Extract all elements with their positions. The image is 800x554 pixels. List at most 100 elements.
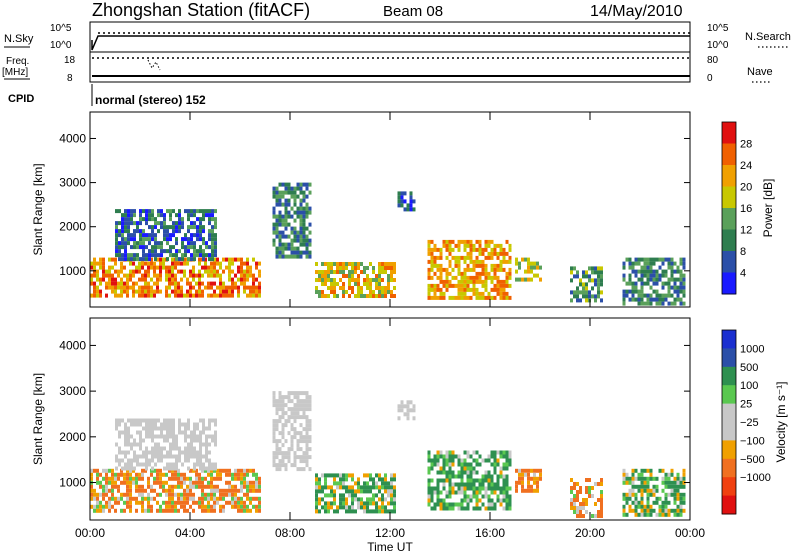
power-cell	[487, 271, 491, 276]
velocity-cell	[208, 458, 211, 463]
velocity-cell	[478, 486, 482, 491]
power-cell	[180, 285, 183, 290]
velocity-cell	[139, 422, 142, 427]
velocity-cell	[457, 502, 461, 507]
velocity-cell	[102, 508, 105, 513]
velocity-cell	[177, 484, 180, 489]
power-cell	[457, 279, 461, 284]
velocity-cell	[318, 485, 321, 490]
velocity-cell	[151, 438, 154, 443]
velocity-cell	[174, 500, 177, 505]
velocity-cell	[93, 468, 96, 473]
power-cell	[351, 262, 354, 266]
freq-tick-bottom: 8	[67, 73, 73, 84]
velocity-cell	[585, 478, 588, 482]
velocity-cell	[539, 476, 542, 481]
velocity-region-1	[115, 418, 217, 471]
velocity-cell	[156, 508, 159, 513]
power-cell	[114, 257, 117, 262]
velocity-cell	[646, 484, 650, 489]
power-cell	[484, 263, 488, 268]
velocity-region-0	[90, 468, 261, 513]
velocity-cell	[246, 468, 249, 473]
velocity-cell	[640, 508, 644, 513]
velocity-colorbar-segment	[722, 366, 736, 386]
power-cell	[132, 273, 135, 278]
power-cell	[442, 267, 446, 272]
power-cell	[154, 217, 157, 222]
velocity-cell	[208, 434, 211, 439]
velocity-colorbar-segment	[722, 348, 736, 368]
power-cell	[302, 214, 306, 219]
power-cell	[472, 267, 476, 272]
velocity-cell	[505, 490, 509, 495]
power-cell	[272, 222, 276, 227]
velocity-cell	[478, 506, 482, 511]
velocity-cell	[111, 496, 114, 501]
velocity-cell	[196, 434, 199, 439]
power-cell	[676, 277, 680, 282]
velocity-cell	[275, 407, 279, 412]
velocity-cell	[333, 481, 336, 486]
power-cell	[393, 262, 396, 266]
power-cell	[305, 194, 309, 199]
power-cell	[573, 294, 576, 299]
power-cell	[138, 285, 141, 290]
power-cell	[255, 285, 258, 290]
power-cell	[290, 250, 294, 255]
power-ytick-label: 2000	[59, 220, 86, 234]
power-cell	[144, 261, 147, 266]
power-cell	[124, 249, 127, 254]
power-cell	[457, 295, 461, 300]
power-cell	[484, 247, 488, 252]
velocity-cell	[174, 504, 177, 509]
power-cell	[649, 265, 653, 270]
velocity-cell	[275, 467, 279, 472]
velocity-cell	[345, 497, 348, 502]
velocity-cell	[527, 480, 530, 485]
velocity-cell	[130, 418, 133, 423]
power-cell	[515, 261, 518, 266]
power-cell	[90, 293, 93, 298]
power-cell	[628, 277, 632, 282]
velocity-cell	[463, 494, 467, 499]
power-cell	[670, 277, 674, 282]
velocity-cell	[375, 501, 378, 506]
power-cell	[163, 221, 166, 226]
power-cell	[591, 270, 594, 275]
power-cell	[327, 266, 330, 270]
velocity-cell	[124, 430, 127, 435]
power-region-8	[622, 257, 686, 306]
velocity-cell	[166, 430, 169, 435]
power-cell	[147, 293, 150, 298]
power-cell	[136, 253, 139, 258]
power-cell	[658, 265, 662, 270]
velocity-cell	[210, 472, 213, 477]
velocity-cell	[460, 502, 464, 507]
velocity-cell	[682, 500, 686, 505]
power-cell	[213, 265, 216, 270]
power-cell	[281, 250, 285, 255]
velocity-cell	[475, 498, 479, 503]
power-cell	[381, 290, 384, 294]
power-cell	[296, 250, 300, 255]
power-cell	[445, 283, 449, 288]
velocity-cell	[348, 509, 351, 514]
power-cell	[499, 251, 503, 256]
power-cell	[466, 251, 470, 256]
velocity-cell	[502, 486, 506, 491]
velocity-cell	[646, 468, 650, 473]
power-cell	[126, 277, 129, 282]
power-colorbar-segment	[722, 165, 736, 187]
velocity-cell	[142, 462, 145, 467]
velocity-cell	[201, 504, 204, 509]
velocity-cell	[252, 472, 255, 477]
freq-panel-frame	[89, 51, 691, 83]
velocity-cell	[469, 462, 473, 467]
power-cell	[631, 265, 635, 270]
power-cell	[142, 209, 145, 214]
velocity-cell	[518, 476, 521, 481]
power-cell	[287, 210, 291, 215]
power-cell	[433, 283, 437, 288]
velocity-cell	[281, 463, 285, 468]
